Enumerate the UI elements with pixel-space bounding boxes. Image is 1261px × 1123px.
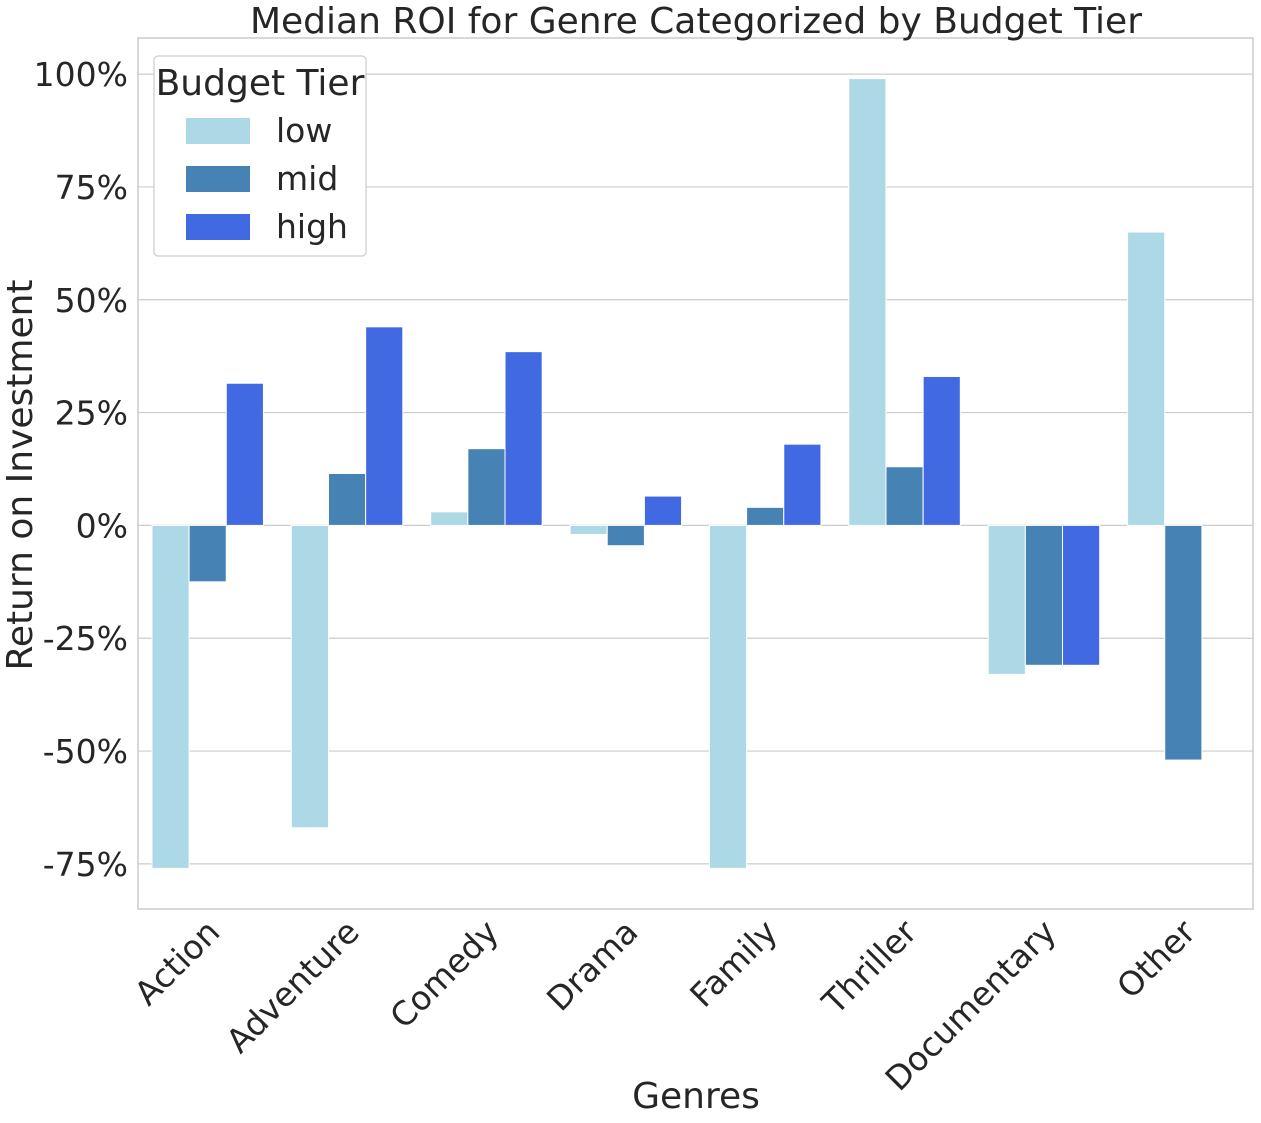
bar-thriller-mid <box>885 466 924 526</box>
legend-title: Budget Tier <box>156 63 365 104</box>
bar-comedy-mid <box>467 448 506 526</box>
bar-comedy-low <box>430 511 469 526</box>
bar-drama-mid <box>606 524 645 547</box>
bar-thriller-high <box>922 375 961 526</box>
bar-documentary-mid <box>1024 524 1064 666</box>
legend-swatch-mid <box>186 166 250 192</box>
legend-items: low mid high <box>186 111 348 246</box>
y-tick-label: 75% <box>55 168 128 207</box>
x-tick-label: Drama <box>539 912 645 1018</box>
legend: Budget Tier low mid high <box>153 55 367 257</box>
bar-documentary-low <box>987 524 1026 675</box>
x-axis-title: Genres <box>632 1076 760 1117</box>
y-tick-label: -50% <box>43 732 128 771</box>
y-tick-labels: 100% 75% 50% 25% 0% -25% -50% -75% <box>34 55 128 884</box>
bar-family-mid <box>746 506 785 526</box>
bar-adventure-low <box>290 524 329 829</box>
y-tick-label: -75% <box>43 845 128 884</box>
bar-family-high <box>783 443 822 526</box>
y-axis-title: Return on Investment <box>0 279 41 670</box>
legend-swatch-high <box>186 214 250 240</box>
bar-action-low <box>151 524 190 869</box>
legend-label-low: low <box>276 111 332 150</box>
x-tick-label: Family <box>682 912 785 1015</box>
x-tick-label: Adventure <box>218 912 366 1060</box>
y-tick-label: 100% <box>34 55 128 94</box>
bar-action-high <box>225 382 264 526</box>
bar-adventure-mid <box>327 473 367 526</box>
x-tick-label: Other <box>1109 912 1203 1006</box>
y-tick-label: 0% <box>76 506 128 545</box>
legend-swatch-low <box>186 118 250 144</box>
bars <box>151 78 1203 869</box>
bar-drama-high <box>643 495 683 526</box>
bar-family-low <box>708 524 748 869</box>
y-tick-label: 50% <box>55 281 128 320</box>
legend-label-mid: mid <box>276 159 338 198</box>
x-tick-label: Thriller <box>814 912 925 1023</box>
bar-other-mid <box>1164 524 1203 761</box>
legend-box <box>153 55 367 257</box>
bar-drama-low <box>569 524 608 535</box>
chart-title: Median ROI for Genre Categorized by Budg… <box>250 1 1142 42</box>
bar-adventure-high <box>365 326 404 526</box>
plot-frame <box>137 37 1254 910</box>
y-tick-label: -25% <box>43 619 128 658</box>
y-tick-label: 25% <box>55 394 128 433</box>
bar-thriller-low <box>848 78 887 526</box>
bar-other-low <box>1127 231 1166 526</box>
x-tick-label: Comedy <box>382 912 506 1036</box>
x-tick-label: Action <box>127 912 228 1013</box>
bar-action-mid <box>188 524 227 583</box>
bar-documentary-high <box>1062 524 1101 666</box>
legend-label-high: high <box>276 207 348 246</box>
bar-comedy-high <box>504 351 543 526</box>
